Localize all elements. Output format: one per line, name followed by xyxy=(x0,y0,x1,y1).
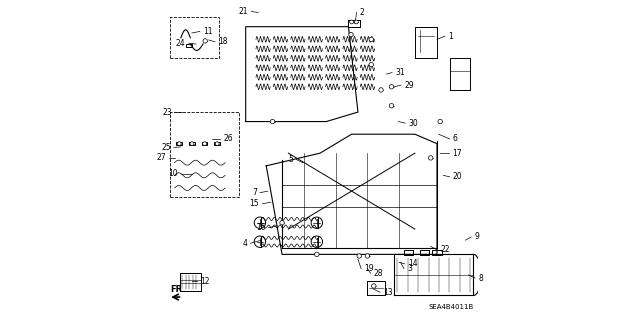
Text: 12: 12 xyxy=(200,277,210,286)
Circle shape xyxy=(355,20,358,24)
Circle shape xyxy=(349,33,353,37)
Text: 7: 7 xyxy=(252,188,257,197)
Text: 22: 22 xyxy=(440,245,450,254)
Text: 15: 15 xyxy=(250,199,259,208)
Text: 21: 21 xyxy=(239,7,248,16)
Text: 18: 18 xyxy=(218,37,228,46)
Text: 13: 13 xyxy=(383,288,393,297)
Text: 5: 5 xyxy=(288,155,293,164)
Circle shape xyxy=(369,37,374,41)
Text: FR.: FR. xyxy=(170,285,186,294)
Text: 9: 9 xyxy=(474,233,479,241)
Text: 1: 1 xyxy=(448,32,453,41)
Text: 10: 10 xyxy=(168,169,178,178)
Text: 20: 20 xyxy=(453,172,463,182)
Text: 24: 24 xyxy=(176,39,186,48)
Text: 3: 3 xyxy=(407,264,412,273)
Text: 4: 4 xyxy=(243,239,247,248)
Text: 6: 6 xyxy=(453,134,458,144)
Circle shape xyxy=(270,119,275,124)
Circle shape xyxy=(379,88,383,92)
Text: SEA4B4011B: SEA4B4011B xyxy=(428,304,474,310)
Circle shape xyxy=(280,220,284,225)
Text: 19: 19 xyxy=(364,264,374,273)
Circle shape xyxy=(357,254,362,258)
Circle shape xyxy=(389,104,394,108)
Circle shape xyxy=(369,63,374,67)
Circle shape xyxy=(438,119,442,124)
Text: 31: 31 xyxy=(396,68,405,77)
Text: 23: 23 xyxy=(163,108,172,116)
Circle shape xyxy=(315,252,319,256)
Circle shape xyxy=(389,85,394,89)
Circle shape xyxy=(203,142,207,145)
Text: 14: 14 xyxy=(408,259,417,268)
Text: 8: 8 xyxy=(478,274,483,283)
Circle shape xyxy=(428,156,433,160)
Circle shape xyxy=(190,142,194,145)
Text: 2: 2 xyxy=(360,8,365,17)
Circle shape xyxy=(372,284,376,288)
Text: 30: 30 xyxy=(408,119,419,128)
Circle shape xyxy=(365,254,370,258)
Text: 16: 16 xyxy=(256,223,266,232)
Circle shape xyxy=(203,39,207,43)
Text: 17: 17 xyxy=(452,149,462,158)
Text: 27: 27 xyxy=(156,153,166,162)
Circle shape xyxy=(177,142,181,145)
Text: 26: 26 xyxy=(223,134,233,144)
Text: 11: 11 xyxy=(203,27,212,36)
Circle shape xyxy=(215,142,219,145)
Text: 28: 28 xyxy=(374,269,383,278)
Text: 29: 29 xyxy=(404,81,413,90)
Circle shape xyxy=(349,20,353,24)
Text: 25: 25 xyxy=(161,143,171,152)
